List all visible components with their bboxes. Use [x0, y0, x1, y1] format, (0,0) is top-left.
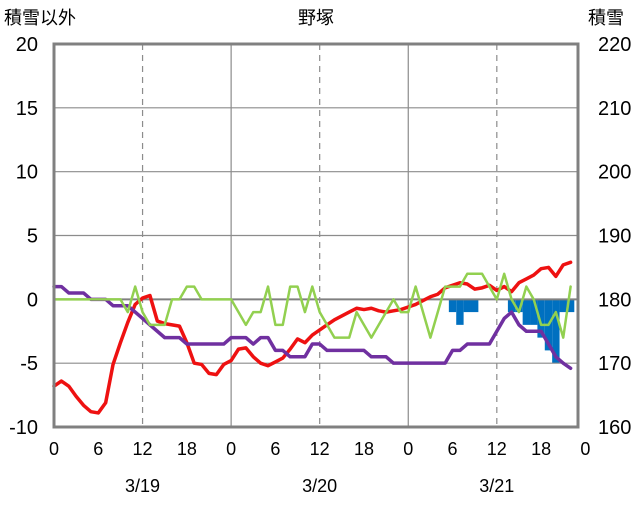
snow-bar	[456, 299, 464, 325]
chart-title: 野塚	[298, 8, 334, 28]
y-left-tick-label: 15	[16, 98, 38, 120]
y-left-tick-label: 10	[16, 162, 38, 184]
snow-bar	[470, 299, 479, 313]
snow-bar	[566, 299, 575, 313]
left-axis-title: 積雪以外	[4, 8, 76, 28]
green-series-line	[52, 272, 572, 339]
y-right-tick-label: 200	[598, 162, 631, 184]
y-left-tick-label: 20	[16, 34, 38, 56]
snow-bar	[552, 299, 560, 364]
x-tick-label: 0	[403, 439, 413, 459]
snow-bar	[537, 299, 545, 338]
right-axis-title: 積雪	[588, 8, 624, 28]
snow-bar	[559, 299, 567, 313]
y-right-tick-label: 180	[598, 289, 631, 311]
y-right-tick-label: 210	[598, 98, 631, 120]
x-tick-label: 18	[531, 439, 551, 459]
snow-bar	[448, 299, 457, 313]
x-tick-label: 12	[487, 439, 507, 459]
y-right-tick-label: 160	[598, 417, 631, 439]
x-tick-label: 12	[310, 439, 330, 459]
day-label: 3/20	[302, 476, 337, 496]
x-tick-label: 0	[580, 439, 590, 459]
series-lines	[52, 260, 573, 415]
grid	[54, 44, 578, 427]
purple-series-line	[52, 284, 573, 371]
day-label: 3/21	[479, 476, 514, 496]
y-left-tick-label: -10	[9, 417, 38, 439]
y-left-tick-label: -5	[20, 353, 38, 375]
x-tick-label: 12	[133, 439, 153, 459]
y-right-tick-label: 190	[598, 226, 631, 248]
labels: 野塚 積雪以外 積雪 -10-5051015201601701801902002…	[4, 8, 631, 496]
x-tick-label: 0	[49, 439, 59, 459]
y-left-tick-label: 5	[27, 226, 38, 248]
x-tick-label: 0	[226, 439, 236, 459]
y-left-tick-label: 0	[27, 289, 38, 311]
snow-bar	[530, 299, 538, 325]
y-right-tick-label: 220	[598, 34, 631, 56]
y-right-tick-label: 170	[598, 353, 631, 375]
snow-bar	[463, 299, 471, 313]
x-tick-label: 6	[270, 439, 280, 459]
x-tick-label: 6	[448, 439, 458, 459]
day-label: 3/19	[125, 476, 160, 496]
x-tick-label: 6	[93, 439, 103, 459]
snow-bar	[515, 299, 523, 313]
x-tick-label: 18	[177, 439, 197, 459]
snow-bar	[522, 299, 531, 325]
plot-frame	[52, 42, 580, 429]
x-tick-label: 18	[354, 439, 374, 459]
snow-bar	[507, 299, 516, 313]
